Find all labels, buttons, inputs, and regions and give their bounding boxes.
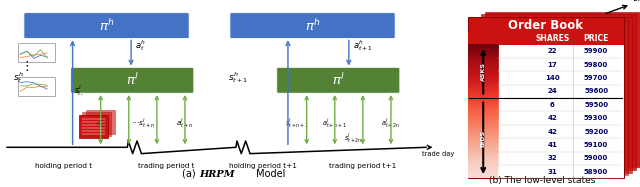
Text: $a_t^h$: $a_t^h$ — [135, 38, 146, 53]
Text: ASKS: ASKS — [481, 62, 486, 81]
FancyBboxPatch shape — [472, 20, 628, 175]
FancyBboxPatch shape — [477, 17, 632, 173]
Text: trading period t+1: trading period t+1 — [329, 163, 397, 169]
FancyBboxPatch shape — [83, 113, 111, 136]
Text: 59500: 59500 — [584, 102, 608, 108]
Text: 6: 6 — [550, 102, 554, 108]
Text: 140: 140 — [545, 75, 559, 81]
FancyBboxPatch shape — [276, 67, 400, 93]
Text: 59600: 59600 — [584, 88, 608, 94]
Text: $\pi^l$: $\pi^l$ — [332, 72, 345, 88]
Text: $s_{t+2n}^l$: $s_{t+2n}^l$ — [344, 131, 363, 145]
Text: 59200: 59200 — [584, 128, 608, 135]
Text: PRICE: PRICE — [584, 34, 609, 43]
Text: trade day: trade day — [422, 151, 454, 157]
Text: (b) The low-level states: (b) The low-level states — [489, 176, 596, 185]
Text: 42: 42 — [547, 115, 557, 121]
Text: 32: 32 — [547, 155, 557, 161]
Text: holding period t+1: holding period t+1 — [229, 163, 297, 169]
FancyBboxPatch shape — [468, 17, 623, 178]
FancyBboxPatch shape — [24, 13, 189, 39]
Text: $a_{t+1}^h$: $a_{t+1}^h$ — [353, 38, 372, 53]
Text: $s_{t+1}^h$: $s_{t+1}^h$ — [228, 70, 249, 85]
Text: Model: Model — [253, 169, 285, 179]
Text: $s_{t+n+1}^l$: $s_{t+n+1}^l$ — [285, 116, 309, 130]
Text: 59100: 59100 — [584, 142, 608, 148]
Text: $\pi^l$: $\pi^l$ — [125, 72, 139, 88]
Text: Order Book: Order Book — [508, 19, 583, 32]
FancyBboxPatch shape — [70, 67, 194, 93]
Text: BIDS: BIDS — [481, 130, 486, 147]
Text: 31: 31 — [547, 169, 557, 175]
Text: HRPM: HRPM — [199, 170, 234, 179]
Text: 58900: 58900 — [584, 169, 608, 175]
Text: $s_{t,}^l$: $s_{t,}^l$ — [74, 84, 83, 98]
FancyBboxPatch shape — [18, 43, 55, 62]
FancyBboxPatch shape — [485, 12, 640, 167]
Text: 22: 22 — [547, 48, 557, 54]
Text: holding period t: holding period t — [35, 163, 92, 169]
Text: (a): (a) — [182, 169, 199, 179]
Text: 59800: 59800 — [584, 62, 608, 68]
Text: 59900: 59900 — [584, 48, 608, 54]
Text: $a_{t,}^l$: $a_{t,}^l$ — [96, 117, 106, 130]
Text: $\cdots s_{t+n}^l$: $\cdots s_{t+n}^l$ — [131, 116, 155, 130]
Text: $s_t^h$: $s_t^h$ — [13, 70, 24, 85]
FancyBboxPatch shape — [79, 115, 108, 138]
Text: 17: 17 — [547, 62, 557, 68]
Text: $\pi^h$: $\pi^h$ — [305, 18, 321, 33]
Text: 41: 41 — [547, 142, 557, 148]
Text: time: time — [633, 0, 640, 3]
Text: $a_{t+2n}^l$: $a_{t+2n}^l$ — [381, 116, 401, 130]
FancyBboxPatch shape — [481, 14, 636, 170]
FancyBboxPatch shape — [86, 110, 115, 134]
FancyBboxPatch shape — [230, 13, 395, 39]
Text: trading period t: trading period t — [138, 163, 195, 169]
Text: $a_{t+n+1}^l$: $a_{t+n+1}^l$ — [323, 116, 347, 130]
Text: 59700: 59700 — [584, 75, 608, 81]
FancyBboxPatch shape — [468, 33, 623, 45]
Text: 24: 24 — [547, 88, 557, 94]
Text: 42: 42 — [547, 128, 557, 135]
Text: 59300: 59300 — [584, 115, 608, 121]
Text: $a_{t+n}^l$: $a_{t+n}^l$ — [176, 116, 194, 130]
Text: 59000: 59000 — [584, 155, 608, 161]
FancyBboxPatch shape — [18, 76, 55, 96]
Text: $\vdots$: $\vdots$ — [20, 59, 29, 73]
FancyBboxPatch shape — [499, 45, 623, 178]
Text: SHARES: SHARES — [535, 34, 570, 43]
Text: $\pi^h$: $\pi^h$ — [99, 18, 115, 33]
